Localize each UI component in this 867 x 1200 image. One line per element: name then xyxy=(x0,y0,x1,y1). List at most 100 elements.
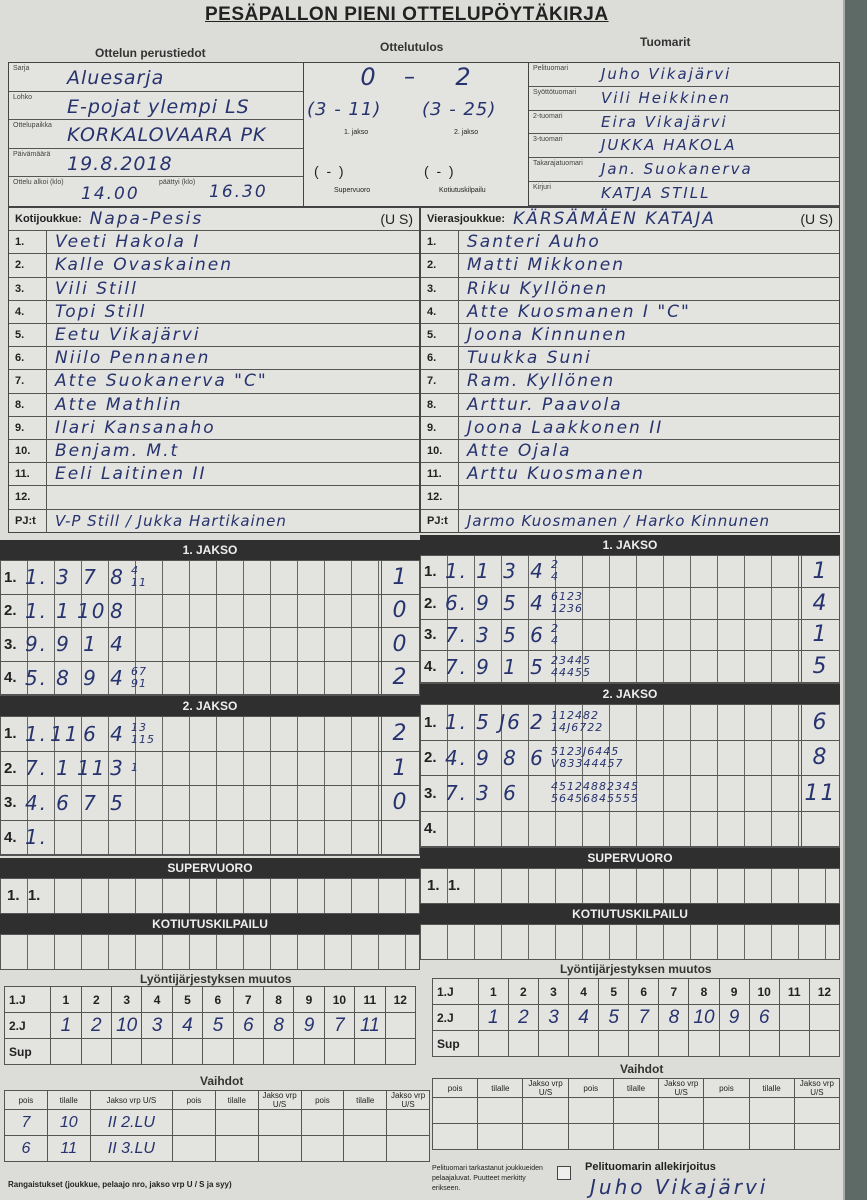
batter-cell[interactable]: 1. xyxy=(444,710,469,735)
player-name[interactable]: Kalle Ovaskainen xyxy=(55,255,233,276)
lineup-cell[interactable] xyxy=(808,1030,841,1057)
batter-cell[interactable]: 6 xyxy=(530,622,545,647)
subs-cell[interactable] xyxy=(748,1097,795,1124)
lineup-cell[interactable]: 1 xyxy=(477,1004,509,1031)
home-us-marker[interactable]: (U S) xyxy=(380,211,413,228)
run-notes[interactable]: 2 4 xyxy=(551,558,559,584)
subs-cell[interactable] xyxy=(522,1097,569,1124)
subs-cell[interactable] xyxy=(343,1135,388,1162)
batter-cell[interactable]: 4. xyxy=(444,745,469,770)
player-name[interactable]: Atte Mathlin xyxy=(55,394,183,415)
lineup-cell[interactable] xyxy=(507,1030,539,1057)
batter-cell[interactable]: 8 xyxy=(56,665,71,690)
subs-cell[interactable] xyxy=(612,1097,660,1124)
subs-cell[interactable] xyxy=(343,1109,388,1136)
coaches-names[interactable]: V-P Still / Jukka Hartikainen xyxy=(55,512,287,531)
lineup-cell[interactable] xyxy=(628,1030,660,1057)
judge-name[interactable]: Jan. Suokanerva xyxy=(601,160,753,179)
lineup-cell[interactable] xyxy=(748,1030,780,1057)
lineup-cell[interactable]: 2 xyxy=(507,1004,539,1031)
lineup-cell[interactable] xyxy=(171,1038,204,1065)
subs-cell[interactable] xyxy=(703,1123,750,1150)
lineup-cell[interactable] xyxy=(477,1030,509,1057)
player-name[interactable]: Ram. Kyllönen xyxy=(467,371,616,392)
judge-name[interactable]: KATJA STILL xyxy=(601,184,711,202)
subs-cell[interactable] xyxy=(522,1123,569,1150)
batter-cell[interactable]: 8 xyxy=(110,565,125,590)
subs-cell[interactable] xyxy=(612,1123,660,1150)
player-name[interactable]: Tuukka Suni xyxy=(467,348,592,369)
batter-cell[interactable]: 1 xyxy=(56,598,71,623)
batter-cell[interactable]: J6 xyxy=(499,710,522,735)
subs-cell[interactable] xyxy=(703,1097,750,1124)
player-name[interactable]: Atte Kuosmanen I "C" xyxy=(467,301,691,322)
lineup-cell[interactable] xyxy=(202,1038,234,1065)
player-name[interactable]: Benjam. M.t xyxy=(55,441,180,462)
lineup-cell[interactable]: 8 xyxy=(658,1004,690,1031)
player-name[interactable]: Arttu Kuosmanen xyxy=(467,464,645,485)
player-name[interactable]: Eeli Laitinen II xyxy=(55,464,207,485)
lineup-cell[interactable] xyxy=(568,1030,600,1057)
subs-cell[interactable] xyxy=(300,1135,345,1162)
batter-cell[interactable]: 9 xyxy=(83,665,98,690)
judge-name[interactable]: Vili Heikkinen xyxy=(601,88,731,107)
run-notes[interactable]: 23445 44455 xyxy=(551,653,591,679)
batter-cell[interactable]: 6. xyxy=(444,591,469,616)
run-notes[interactable]: 6123 1236 xyxy=(551,590,583,616)
batter-cell[interactable]: 9 xyxy=(56,632,71,657)
coaches-names[interactable]: Jarmo Kuosmanen / Harko Kinnunen xyxy=(467,512,770,531)
field-value[interactable]: KORKALOVAARA PK xyxy=(67,124,267,147)
player-name[interactable]: Eetu Vikajärvi xyxy=(55,325,201,346)
judge-name[interactable]: Juho Vikajärvi xyxy=(601,65,732,83)
batter-cell[interactable]: 1. xyxy=(24,598,49,623)
run-notes[interactable]: 112482 14J6722 xyxy=(551,709,604,735)
batter-cell[interactable]: 7. xyxy=(444,781,469,806)
subs-cell[interactable] xyxy=(793,1123,841,1150)
judge-name[interactable]: Eira Vikajärvi xyxy=(601,112,728,131)
batter-cell[interactable]: 8 xyxy=(503,745,518,770)
subs-cell[interactable] xyxy=(257,1109,302,1136)
batter-cell[interactable]: 1 xyxy=(83,632,98,657)
subs-cell[interactable] xyxy=(658,1123,705,1150)
subs-cell[interactable] xyxy=(431,1097,479,1124)
lineup-cell[interactable] xyxy=(50,1038,82,1065)
lineup-cell[interactable] xyxy=(323,1038,356,1065)
subs-cell[interactable] xyxy=(431,1123,479,1150)
player-name[interactable]: Niilo Pennanen xyxy=(55,348,211,369)
batter-cell[interactable]: 3 xyxy=(476,622,491,647)
batter-cell[interactable]: 2 xyxy=(530,710,545,735)
field-value[interactable]: Aluesarja xyxy=(67,67,165,89)
lineup-cell[interactable] xyxy=(808,1004,841,1031)
batter-cell[interactable]: 3 xyxy=(110,756,125,781)
subs-cell[interactable]: 6 xyxy=(4,1135,48,1162)
batter-cell[interactable]: 5 xyxy=(503,622,518,647)
subs-cell[interactable] xyxy=(793,1097,841,1124)
judge-name[interactable]: JUKKA HAKOLA xyxy=(601,136,737,155)
player-name[interactable]: Veeti Hakola I xyxy=(55,232,201,253)
batter-cell[interactable]: 8 xyxy=(110,598,125,623)
lineup-cell[interactable]: 5 xyxy=(598,1004,630,1031)
end-time[interactable]: 16.30 xyxy=(209,182,268,203)
lineup-cell[interactable] xyxy=(688,1030,720,1057)
subs-cell[interactable]: 7 xyxy=(4,1109,48,1136)
batter-cell[interactable]: 4. xyxy=(24,790,49,815)
lineup-cell[interactable]: 4 xyxy=(568,1004,600,1031)
subs-cell[interactable] xyxy=(172,1135,216,1162)
batter-cell[interactable]: 7. xyxy=(444,654,469,679)
lineup-cell[interactable] xyxy=(718,1030,750,1057)
batter-cell[interactable]: 1 xyxy=(56,756,71,781)
batter-cell[interactable]: 6 xyxy=(503,781,518,806)
lineup-cell[interactable]: 1 xyxy=(50,1012,82,1039)
subs-cell[interactable] xyxy=(477,1097,524,1124)
batter-cell[interactable]: 5 xyxy=(530,654,545,679)
lineup-cell[interactable] xyxy=(232,1038,264,1065)
subs-cell[interactable]: II 3.LU xyxy=(89,1135,174,1162)
run-notes[interactable]: 1 xyxy=(131,761,139,775)
run-notes[interactable]: 5123J6445 V83344457 xyxy=(551,744,624,770)
batter-cell[interactable]: 3 xyxy=(56,565,71,590)
player-name[interactable]: Santeri Auho xyxy=(467,232,601,253)
subs-cell[interactable] xyxy=(172,1109,216,1136)
subs-cell[interactable] xyxy=(257,1135,302,1162)
run-notes[interactable]: 67 91 xyxy=(131,664,147,690)
player-name[interactable]: Ilari Kansanaho xyxy=(55,417,216,438)
